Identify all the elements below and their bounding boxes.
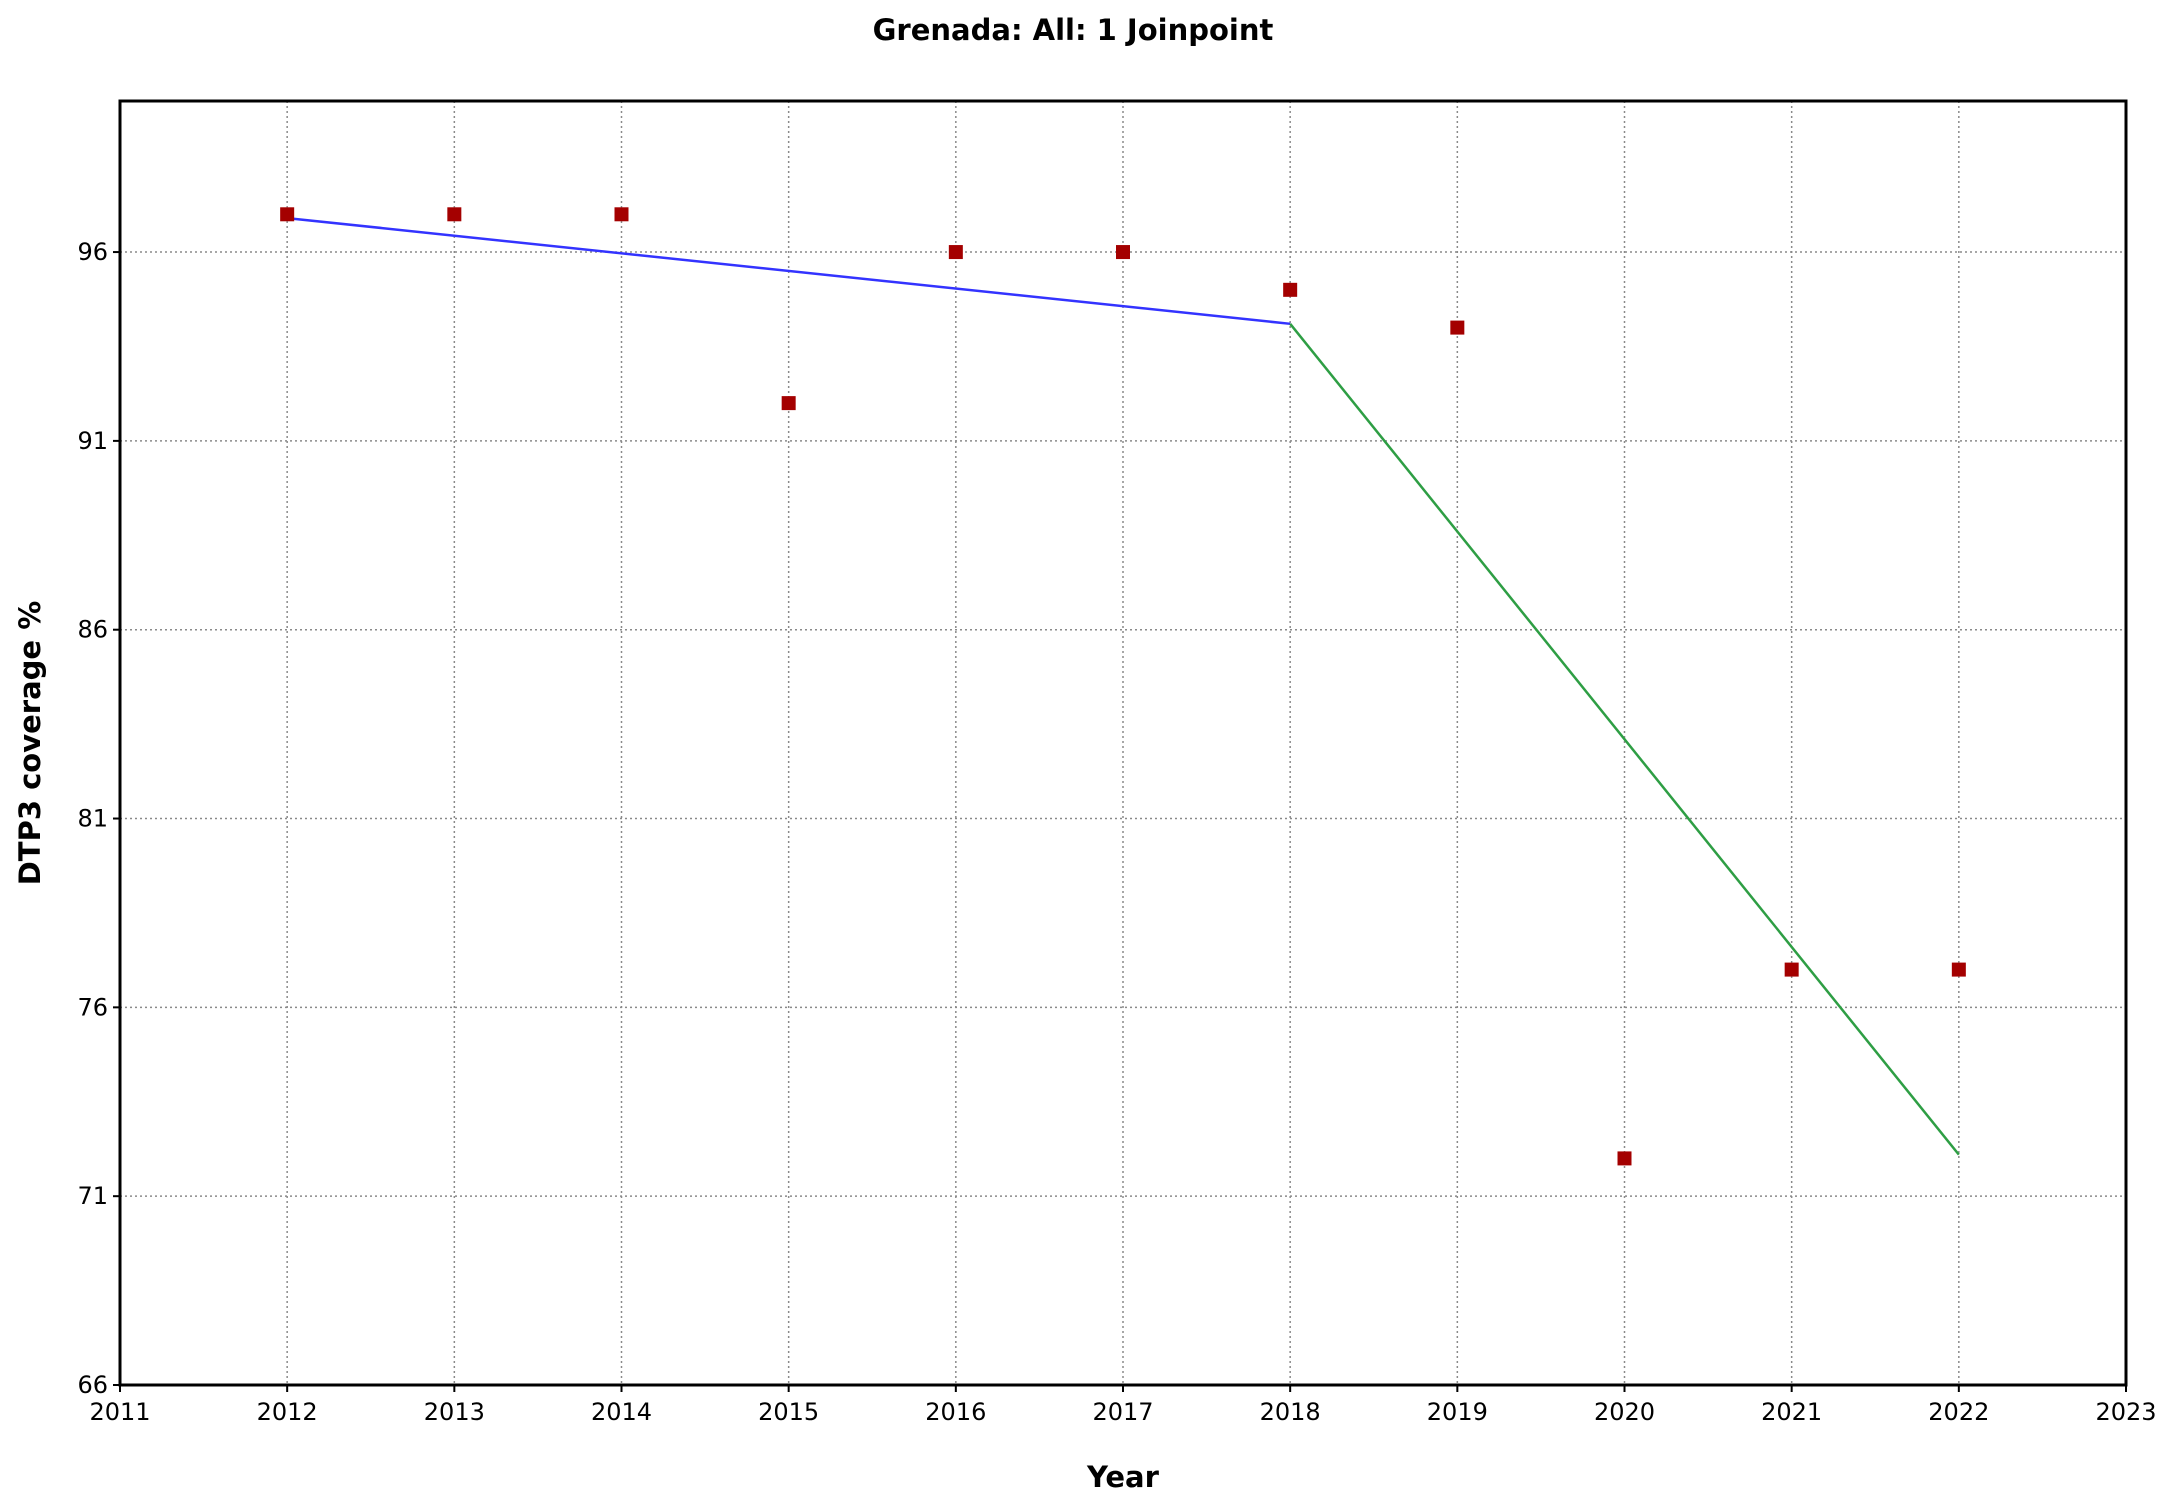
y-tick-label: 76 — [77, 993, 108, 1021]
x-tick-label: 2016 — [925, 1398, 986, 1426]
data-point — [447, 207, 462, 222]
data-point — [781, 396, 796, 411]
y-tick-label: 71 — [77, 1182, 108, 1210]
x-axis-title: Year — [1086, 1460, 1160, 1494]
y-tick-label: 96 — [77, 238, 108, 266]
trend-lines — [287, 216, 1960, 1156]
trend-segment-1 — [287, 216, 1291, 326]
x-tick-label: 2020 — [1594, 1398, 1655, 1426]
x-tick-label: 2022 — [1928, 1398, 1989, 1426]
data-point — [948, 245, 963, 260]
observed-points — [280, 207, 1966, 1166]
y-tick-label: 91 — [77, 427, 108, 455]
x-tick-label: 2017 — [1092, 1398, 1153, 1426]
chart-title: Grenada: All: 1 Joinpoint — [873, 13, 1274, 47]
data-point — [1784, 962, 1799, 977]
x-tick-label: 2019 — [1427, 1398, 1488, 1426]
tick-labels: 2011 2012 2013 2014 2015 2016 2017 2018 2019 2020… — [77, 238, 2156, 1426]
x-tick-label: 2018 — [1260, 1398, 1321, 1426]
y-axis-title: DTP3 coverage % — [13, 601, 47, 886]
x-tick-label: 2015 — [758, 1398, 819, 1426]
y-tick-label: 81 — [77, 805, 108, 833]
trend-segment-2 — [1289, 323, 1960, 1156]
x-tick-label: 2012 — [257, 1398, 318, 1426]
y-tick-label: 66 — [77, 1371, 108, 1399]
data-point — [1116, 245, 1130, 260]
x-tick-label: 2023 — [2095, 1398, 2156, 1426]
x-tick-label: 2011 — [89, 1398, 150, 1426]
grid — [120, 101, 2126, 1385]
data-point — [280, 207, 295, 222]
x-tick-label: 2014 — [591, 1398, 652, 1426]
data-point — [1283, 282, 1298, 297]
data-point — [1617, 1151, 1632, 1166]
data-point — [1951, 962, 1966, 977]
data-point — [1450, 320, 1465, 335]
x-tick-label: 2021 — [1761, 1398, 1822, 1426]
x-tick-label: 2013 — [424, 1398, 485, 1426]
data-point — [614, 207, 629, 222]
y-tick-label: 86 — [77, 616, 108, 644]
